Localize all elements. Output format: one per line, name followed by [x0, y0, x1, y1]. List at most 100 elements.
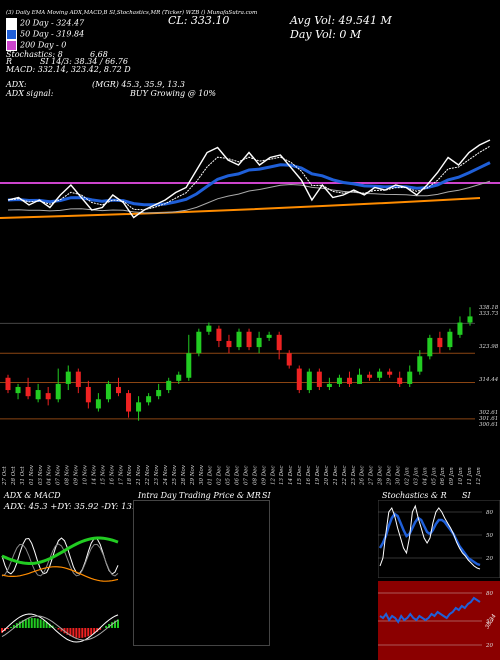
date-tick-label: 03 Nov — [38, 464, 44, 485]
candle-body — [126, 393, 132, 412]
stoch-panel-si: SI — [462, 491, 471, 500]
date-tick-label: 08 Nov — [65, 464, 71, 485]
macd-histogram-bar — [66, 628, 69, 635]
grey-ma-line — [7, 180, 491, 214]
date-tick-label: 06 Dec — [235, 466, 241, 486]
price-level-label: 301.61 — [479, 416, 499, 422]
date-tick-label: 13 Dec — [279, 466, 285, 486]
macd-histogram-bar — [114, 620, 117, 628]
si-level-label: 50 — [486, 619, 493, 625]
date-tick-label: 02 Jan — [405, 467, 411, 485]
date-tick-label: 05 Dec — [226, 466, 232, 486]
ema50-swatch — [6, 29, 17, 40]
macd-histogram-bar — [60, 628, 63, 632]
macd-histogram-bar — [18, 621, 21, 628]
header-ticker-line: (3) Daily EMA Moving ADX,MACD,B SI,Stoch… — [6, 10, 258, 16]
date-tick-label: 07 Dec — [244, 466, 250, 486]
candle-body — [25, 386, 31, 397]
date-tick-label: 25 Nov — [172, 464, 178, 486]
stochastics-value: 6.68 — [90, 50, 108, 59]
candle-body — [387, 371, 393, 375]
date-tick-label: 16 Dec — [306, 466, 312, 486]
date-tick-label: 21 Dec — [333, 466, 339, 487]
candle-body — [266, 334, 272, 338]
price-level-label: 323.98 — [479, 344, 499, 350]
candle-body — [196, 331, 202, 354]
adx-di-line-2 — [1, 543, 119, 577]
candle-body — [216, 328, 222, 341]
macd-signal-line — [1, 615, 119, 641]
candle-body — [115, 386, 121, 394]
candle-body — [286, 353, 292, 366]
candle-body — [105, 383, 111, 400]
candle-body — [367, 374, 373, 378]
candle-body — [136, 402, 142, 412]
ema200-label: 200 Day - 0 — [6, 40, 66, 51]
date-tick-label: 01 Nov — [29, 464, 35, 485]
candle-body — [256, 337, 262, 348]
macd-histogram-bar — [96, 628, 99, 632]
candle-body — [326, 383, 332, 387]
adx-di-line — [1, 537, 119, 575]
candle-body — [156, 390, 162, 397]
stochastics-panel-chart: 80 50 20 — [378, 500, 500, 578]
stoch-level-label: 20 — [485, 556, 493, 562]
date-tick-label: 27 Dec — [369, 466, 375, 487]
candle-body — [75, 371, 81, 387]
date-tick-label: 09 Jan — [449, 467, 455, 485]
candle-body — [296, 368, 302, 391]
macd-histogram-bar — [21, 620, 24, 628]
date-tick-label: 22 Dec — [342, 466, 348, 487]
date-tick-label: 01 Dec — [208, 466, 214, 486]
date-tick-label: 31 Oct — [20, 466, 26, 485]
stochastics-label: Stochastics: 8 — [6, 50, 63, 59]
macd-histogram-bar — [117, 619, 119, 628]
candle-body — [65, 371, 71, 384]
macd-histogram-bar — [87, 628, 90, 637]
stoch-panel-title: Stochastics & R — [382, 491, 447, 500]
date-tick-label: 10 Jan — [458, 467, 464, 485]
candle-body — [146, 396, 152, 403]
candle-body — [427, 337, 433, 357]
adx-panel-title: ADX & MACD — [4, 491, 61, 500]
date-axis: 27 Oct 28 Oct 31 Oct 01 Nov 03 Nov 04 Nov 07 N… — [2, 464, 482, 487]
candle-body — [306, 371, 312, 391]
si-level-label: 20 — [485, 643, 493, 649]
si-level-label: 80 — [486, 591, 493, 597]
adx-green-line — [1, 536, 119, 565]
date-tick-label: 08 Dec — [252, 466, 258, 486]
intraday-title: Intra Day Trading Price & MR — [138, 491, 261, 500]
macd-histogram-bar — [78, 628, 81, 638]
macd-line — [1, 613, 119, 643]
date-tick-label: 04 Nov — [47, 464, 53, 485]
candle-body — [45, 393, 51, 400]
macd-histogram-bar — [9, 627, 12, 628]
date-tick-label: 14 Dec — [288, 466, 294, 486]
date-tick-label: 02 Dec — [217, 466, 223, 486]
stoch-d-line — [378, 512, 481, 567]
date-tick-label: 17 Nov — [118, 464, 124, 485]
macd-histogram-bar — [12, 625, 15, 628]
macd-histogram-bar — [39, 619, 42, 628]
candle-body — [447, 331, 453, 348]
date-tick-label: 05 Jan — [431, 467, 437, 485]
macd-histogram-bar — [90, 628, 93, 636]
si-line — [379, 596, 481, 624]
macd-histogram-bar — [99, 628, 102, 630]
adx-label: ADX: — [6, 80, 27, 89]
intraday-si-title: SI — [262, 491, 271, 500]
price-level-label: 333.73 — [479, 311, 499, 317]
macd-histogram-bar — [45, 622, 48, 628]
adx-panel-values: ADX: 45.3 +DY: 35.92 -DY: 13.52 — [4, 502, 146, 512]
price-level-label: 300.61 — [479, 422, 499, 428]
macd-histogram-bar — [33, 618, 36, 628]
candle-body — [35, 390, 41, 400]
candle-body — [206, 325, 212, 332]
date-tick-label: 18 Nov — [127, 464, 133, 485]
candle-body — [15, 386, 21, 394]
orange-ma-line — [0, 197, 481, 219]
date-tick-label: 10 Nov — [83, 464, 89, 485]
candle-body — [55, 383, 61, 400]
date-tick-label: 30 Nov — [199, 464, 205, 485]
date-tick-label: 21 Nov — [136, 464, 142, 486]
